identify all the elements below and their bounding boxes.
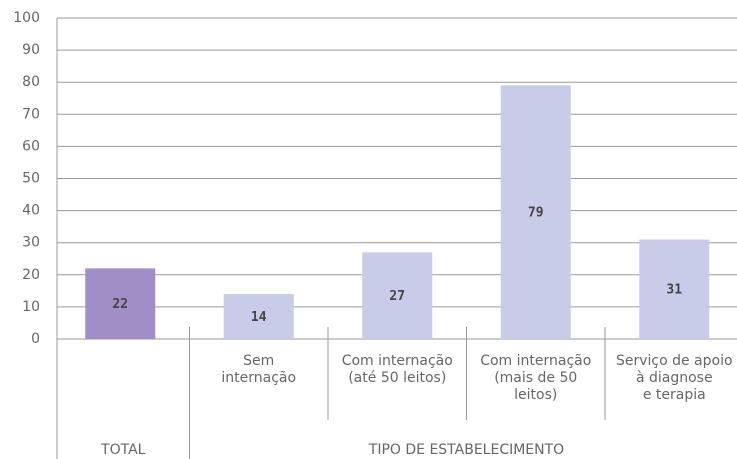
- value-label: 22: [112, 297, 128, 312]
- y-tick-label: 20: [22, 267, 40, 283]
- bar: [500, 85, 571, 339]
- y-tick-label: 0: [31, 331, 40, 347]
- y-tick-label: 80: [22, 74, 40, 90]
- x-tick-label: (até 50 leitos): [348, 370, 446, 386]
- y-tick-label: 70: [22, 106, 40, 122]
- x-tick-label: e terapia: [643, 387, 706, 403]
- bar: [85, 268, 156, 339]
- y-tick-label: 50: [22, 171, 40, 187]
- value-label: 27: [389, 289, 405, 304]
- y-tick-label: 10: [22, 299, 40, 315]
- y-tick-label: 90: [22, 42, 40, 58]
- bar: [362, 252, 433, 339]
- value-label: 14: [251, 310, 267, 325]
- x-tick-label: Com internação: [480, 353, 591, 369]
- value-label: 31: [666, 283, 682, 298]
- y-tick-label: 60: [22, 138, 40, 154]
- x-tick-label: internação: [221, 370, 296, 386]
- x-tick-label: (mais de 50: [494, 370, 577, 386]
- x-tick-label: Serviço de apoio: [616, 353, 733, 369]
- value-label: 79: [528, 206, 544, 221]
- x-tick-label: Sem: [243, 353, 274, 369]
- x-tick-label: Com internação: [342, 353, 453, 369]
- group-label: TOTAL: [100, 442, 146, 458]
- y-tick-label: 100: [13, 10, 40, 26]
- x-tick-label: leitos): [514, 387, 557, 403]
- y-tick-label: 40: [22, 203, 40, 219]
- bar: [223, 294, 294, 339]
- bar: [639, 239, 710, 339]
- y-tick-label: 30: [22, 235, 40, 251]
- group-label: TIPO DE ESTABELECIMENTO: [368, 442, 564, 458]
- x-tick-label: à diagnose: [636, 370, 713, 386]
